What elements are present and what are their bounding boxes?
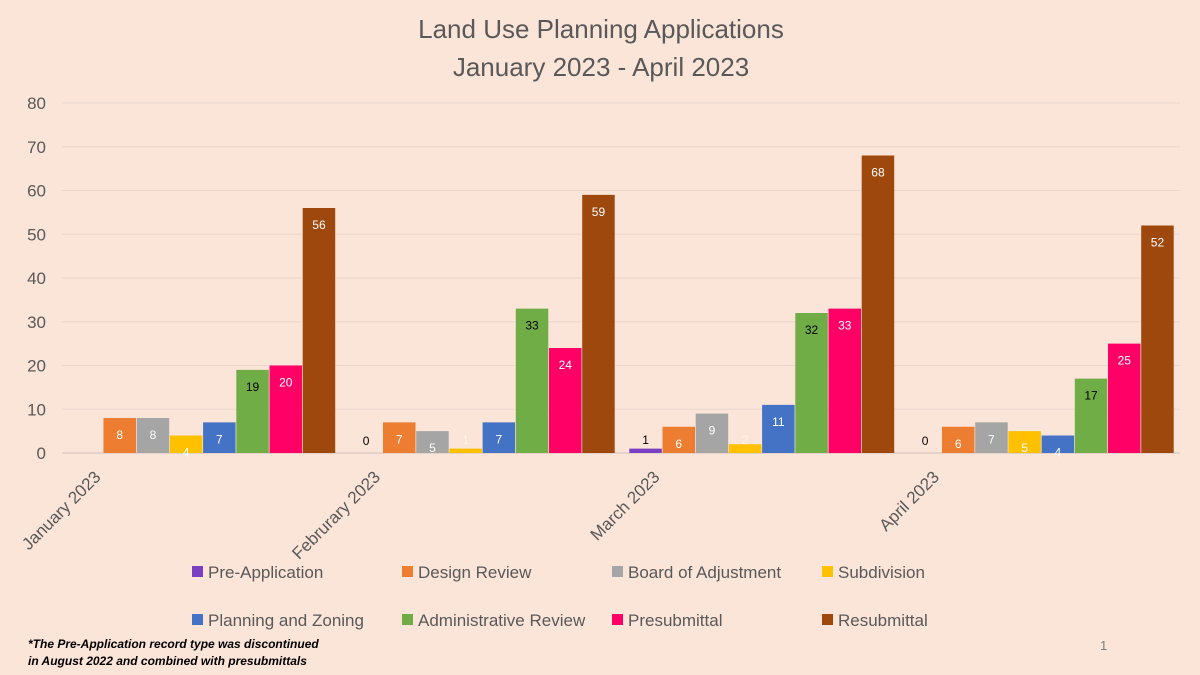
y-tick-label-10: 10 xyxy=(27,400,46,419)
bar-6-2 xyxy=(515,308,549,453)
data-label-6-1: 19 xyxy=(246,380,260,394)
bar-5-3 xyxy=(762,404,795,453)
data-label-3-4: 7 xyxy=(988,432,995,446)
legend-swatch-4 xyxy=(822,566,833,577)
bar-6-1 xyxy=(236,369,269,453)
legend-label-2: Design Review xyxy=(418,563,532,582)
data-label-8-4: 52 xyxy=(1151,236,1165,250)
bar-2-1 xyxy=(103,418,136,453)
legend-swatch-1 xyxy=(192,566,203,577)
bar-7-1 xyxy=(269,365,302,453)
legend-label-8: Resubmittal xyxy=(838,611,928,630)
data-label-4-2: 1 xyxy=(462,433,469,447)
footnote-line-1: *The Pre-Application record type was dis… xyxy=(28,637,319,651)
bar-7-2 xyxy=(549,348,582,453)
data-label-3-3: 9 xyxy=(709,424,716,438)
y-tick-label-80: 80 xyxy=(27,94,46,113)
data-label-1-3: 1 xyxy=(642,433,649,447)
bar-4-4 xyxy=(1008,431,1041,453)
footnote-line-2: in August 2022 and combined with presubm… xyxy=(28,654,307,668)
bar-4-3 xyxy=(728,444,762,453)
y-tick-label-40: 40 xyxy=(27,269,46,288)
bar-7-3 xyxy=(828,308,861,453)
x-tick-label-2: Februrary 2023 xyxy=(288,467,384,563)
legend-label-7: Presubmittal xyxy=(628,611,722,630)
data-label-7-4: 25 xyxy=(1118,354,1132,368)
data-label-8-2: 59 xyxy=(592,205,606,219)
chart-title-line-2: January 2023 - April 2023 xyxy=(453,52,749,82)
bar-8-4 xyxy=(1141,225,1174,453)
legend-swatch-5 xyxy=(192,614,203,625)
data-label-1-4: 0 xyxy=(922,434,929,448)
y-tick-label-20: 20 xyxy=(27,357,46,376)
legend-swatch-6 xyxy=(402,614,413,625)
footnote: *The Pre-Application record type was dis… xyxy=(28,636,388,670)
data-label-8-3: 68 xyxy=(871,166,885,180)
bar-1-3 xyxy=(629,448,662,453)
chart-title-line-1: Land Use Planning Applications xyxy=(418,14,784,44)
y-tick-label-0: 0 xyxy=(37,444,46,463)
data-label-6-4: 17 xyxy=(1084,389,1098,403)
y-tick-label-50: 50 xyxy=(27,225,46,244)
bar-2-4 xyxy=(942,426,975,453)
legend-swatch-3 xyxy=(612,566,623,577)
bar-8-3 xyxy=(861,155,895,453)
bar-5-4 xyxy=(1041,435,1075,453)
bar-4-2 xyxy=(449,448,482,453)
x-tick-label-1: January 2023 xyxy=(18,467,104,553)
data-label-5-1: 7 xyxy=(216,432,223,446)
bar-8-2 xyxy=(582,194,615,453)
y-tick-label-60: 60 xyxy=(27,182,46,201)
data-label-5-2: 7 xyxy=(496,432,503,446)
data-label-5-4: 4 xyxy=(1055,446,1062,460)
data-label-8-1: 56 xyxy=(312,218,326,232)
data-label-7-2: 24 xyxy=(559,358,573,372)
bar-4-1 xyxy=(169,435,203,453)
legend-swatch-8 xyxy=(822,614,833,625)
x-tick-label-3: March 2023 xyxy=(587,467,664,544)
data-label-1-2: 0 xyxy=(363,434,370,448)
legend-label-6: Administrative Review xyxy=(418,611,586,630)
bar-2-3 xyxy=(662,426,695,453)
data-label-6-3: 32 xyxy=(805,323,819,337)
bar-6-3 xyxy=(795,313,828,453)
bar-8-1 xyxy=(302,208,336,453)
bar-3-1 xyxy=(136,418,170,453)
y-tick-label-70: 70 xyxy=(27,138,46,157)
data-label-2-4: 6 xyxy=(955,437,962,451)
data-label-7-1: 20 xyxy=(279,376,293,390)
data-label-3-1: 8 xyxy=(150,428,157,442)
legend-label-4: Subdivision xyxy=(838,563,925,582)
legend-label-1: Pre-Application xyxy=(208,563,323,582)
bar-7-4 xyxy=(1108,343,1141,453)
data-label-4-4: 5 xyxy=(1021,441,1028,455)
data-label-4-1: 4 xyxy=(183,446,190,460)
data-label-2-3: 6 xyxy=(675,437,682,451)
legend-label-3: Board of Adjustment xyxy=(628,563,781,582)
bar-3-2 xyxy=(416,431,449,453)
data-label-5-3: 11 xyxy=(772,415,785,429)
bar-6-4 xyxy=(1074,378,1108,453)
legend-swatch-7 xyxy=(612,614,623,625)
legend-label-5: Planning and Zoning xyxy=(208,611,364,630)
bar-5-1 xyxy=(203,422,236,453)
x-tick-label-4: April 2023 xyxy=(876,467,944,535)
y-tick-label-30: 30 xyxy=(27,313,46,332)
bar-5-2 xyxy=(482,422,516,453)
bar-2-2 xyxy=(383,422,416,453)
bar-3-4 xyxy=(975,422,1008,453)
data-label-6-2: 33 xyxy=(525,319,539,333)
data-label-2-1: 8 xyxy=(116,428,123,442)
bar-3-3 xyxy=(695,413,729,453)
data-label-3-2: 5 xyxy=(429,441,436,455)
data-label-2-2: 7 xyxy=(396,432,403,446)
legend-swatch-2 xyxy=(402,566,413,577)
data-label-4-3: 2 xyxy=(742,433,749,447)
page-number: 1 xyxy=(1100,638,1108,653)
data-label-7-3: 33 xyxy=(838,319,852,333)
